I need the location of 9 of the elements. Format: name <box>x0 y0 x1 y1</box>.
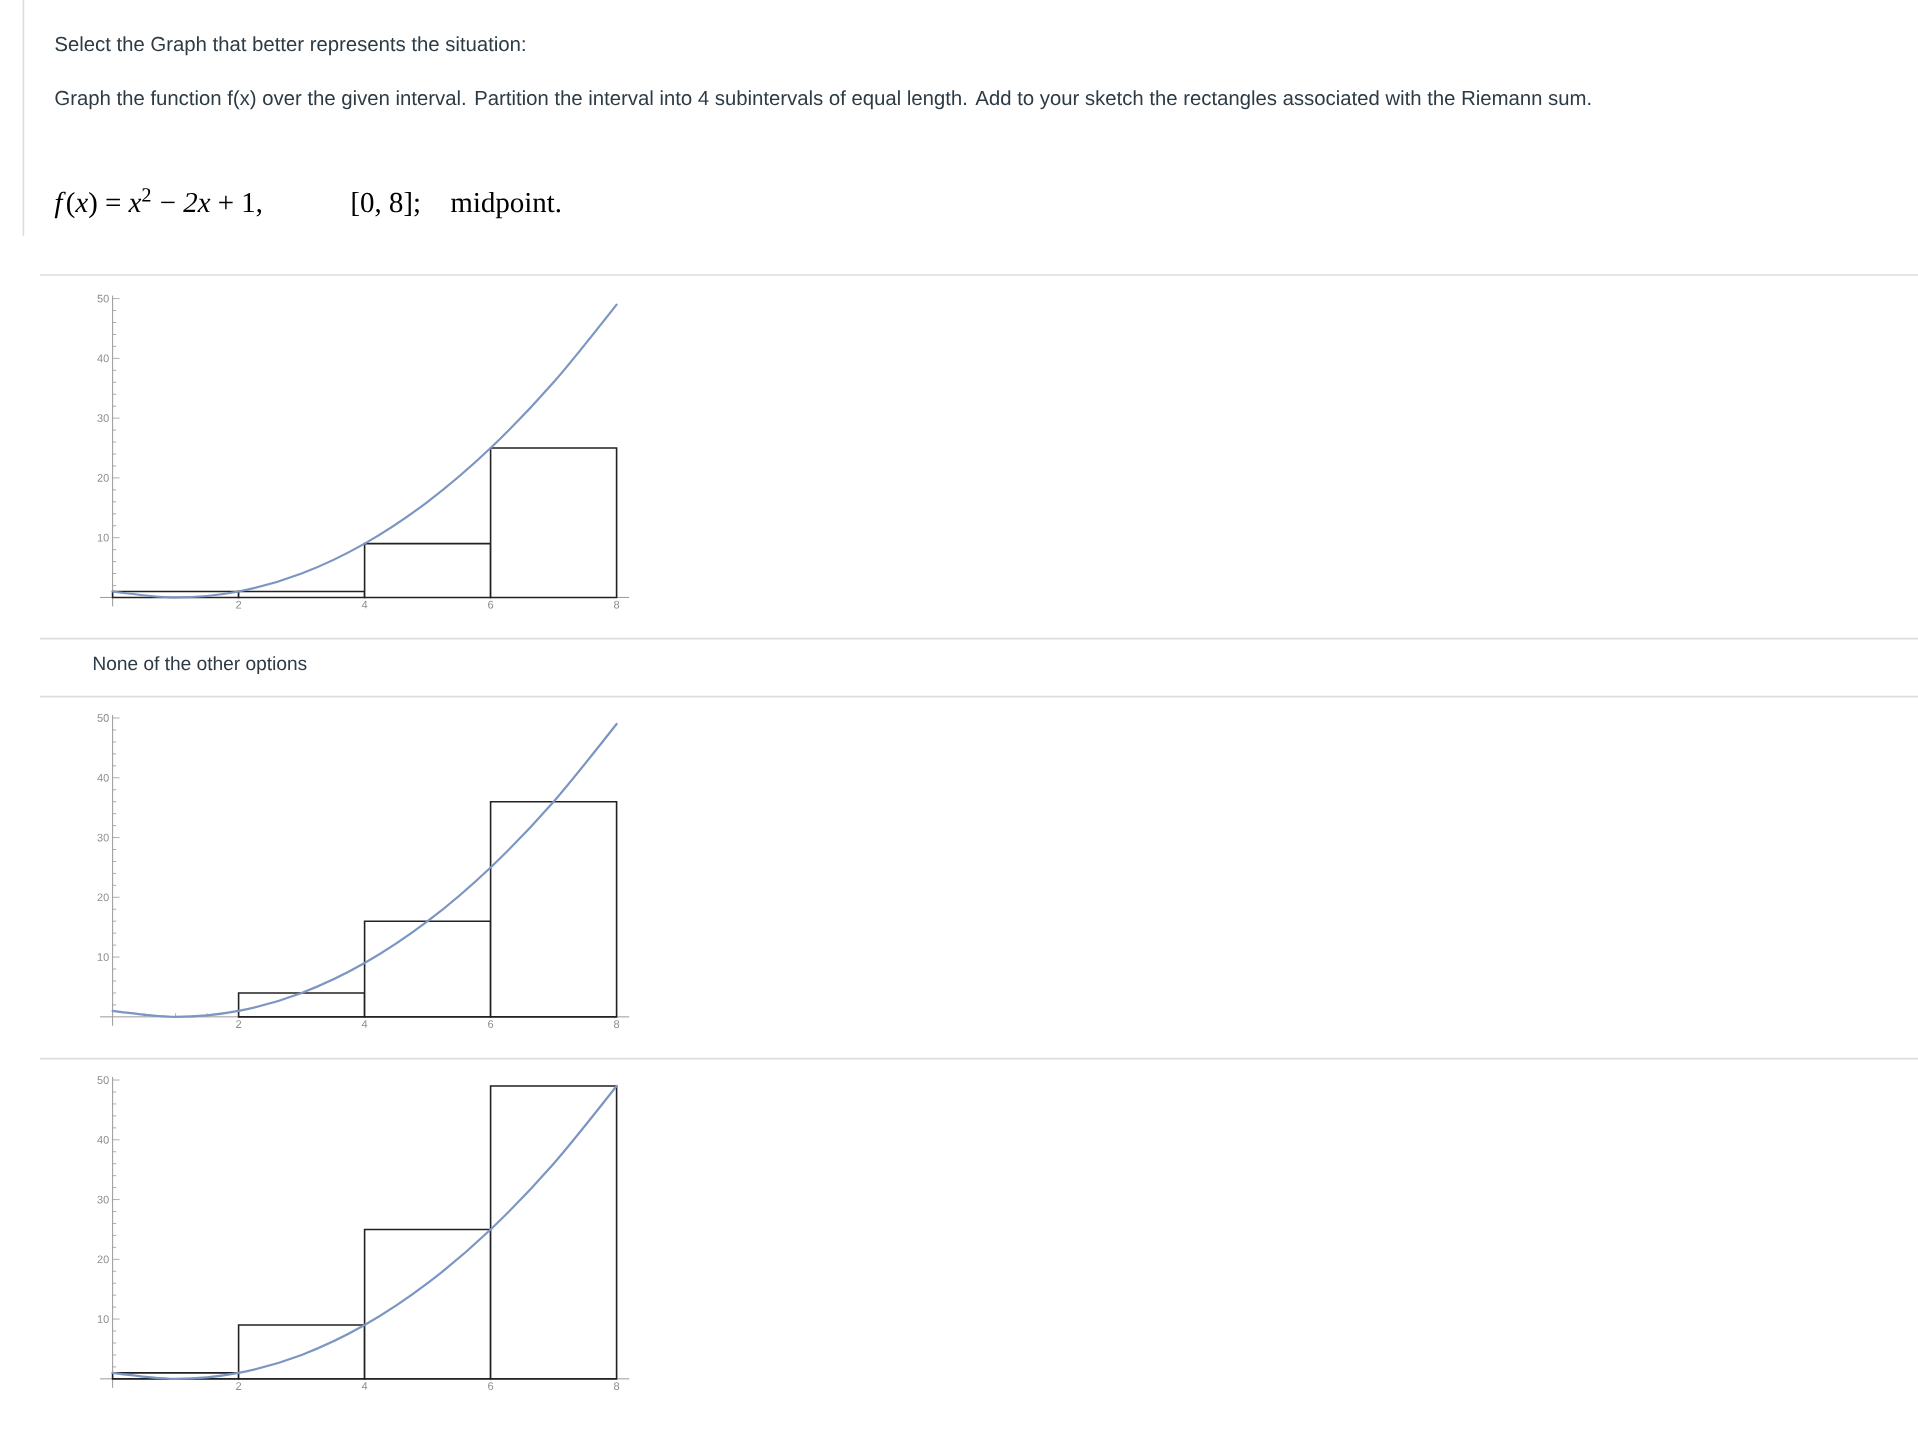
line-series <box>111 722 618 1018</box>
text: f(x) = x$^{2}$ − 2x + 1, <box>54 188 262 219</box>
text: [0, 8]; <box>352 191 419 217</box>
text: None of the other options <box>93 656 307 674</box>
line-series <box>111 303 618 599</box>
text: midpoint. <box>451 191 561 219</box>
text: Graph the function f(x) over the given interval. Partition the interval into 4 subintervals of equal length. Add to your sketch the rectangles associated with the Riemann sum. <box>55 90 1591 110</box>
line-series <box>111 1084 618 1380</box>
chart-title: Select the Graph that better represents the situation: <box>55 36 525 56</box>
